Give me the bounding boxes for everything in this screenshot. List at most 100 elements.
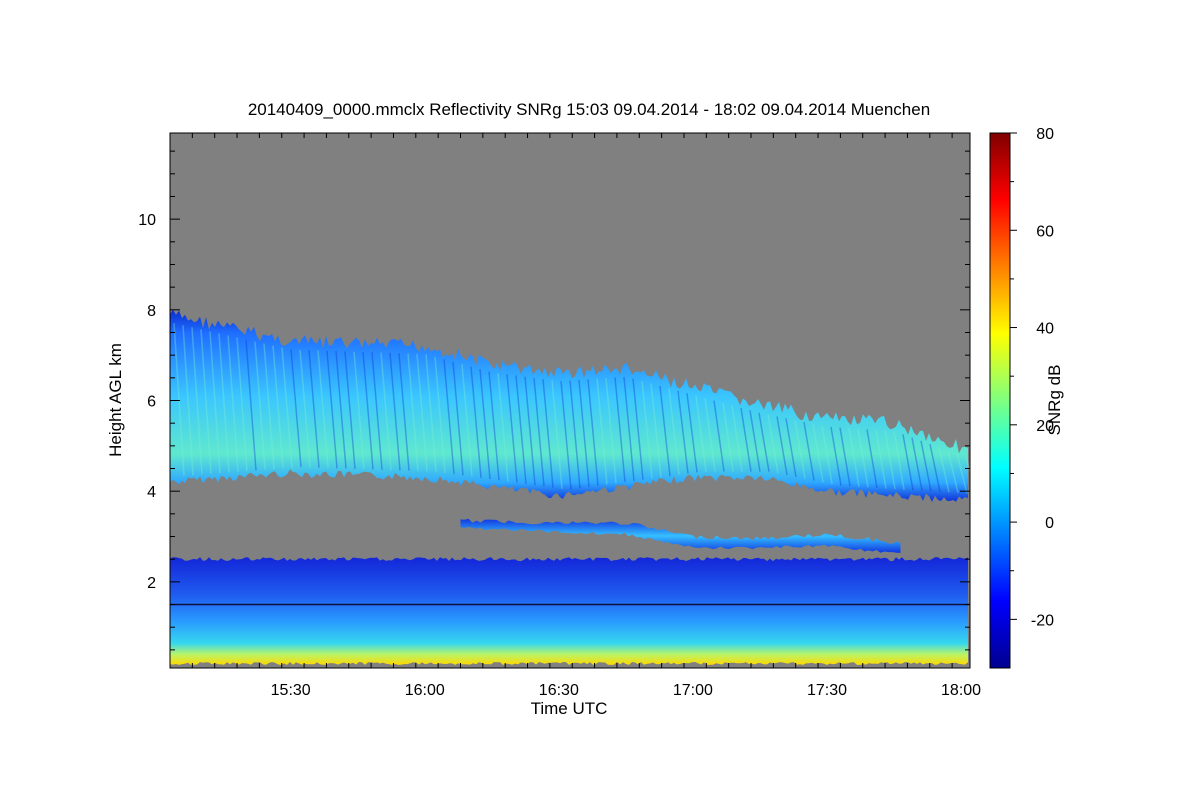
colorbar-tick-label: 40 [1036,321,1054,338]
fall-streak [308,350,320,468]
fall-streak [425,354,437,472]
fall-streak [758,412,770,472]
fall-streak [704,398,716,472]
fall-streak [371,352,383,470]
fall-streak [398,353,410,471]
fall-streak [524,376,536,486]
x-axis: 15:30 16:00 16:30 17:00 17:30 18:00 [169,133,981,699]
fall-streak [659,385,671,477]
fall-streak [443,359,455,475]
fall-streak [632,378,644,480]
fall-streak [560,381,572,490]
fall-streak [245,339,257,471]
fall-streak [236,337,248,472]
fall-streak [353,351,365,470]
y-tick-label: 10 [138,212,156,229]
fall-streak [875,429,887,489]
fall-streak [389,352,401,471]
fall-streak [785,418,797,477]
fall-streak [326,350,338,469]
fall-streak [551,380,563,489]
y-tick-label: 6 [147,394,156,411]
fall-streak [695,395,707,472]
fall-streak [740,407,752,472]
fall-streak [182,325,194,476]
fall-streak [515,375,527,484]
x-tick-label: 17:00 [673,682,713,699]
fall-streak [470,366,482,478]
fall-streak [830,426,842,486]
colorbar-ticks: -20 0 20 40 60 80 [1010,126,1054,629]
fall-streak [713,400,725,472]
fall-streak [767,414,779,474]
colorbar-tick-label: 80 [1036,126,1054,143]
fall-streak [920,440,932,492]
fall-streak [911,437,923,491]
fall-streak [641,381,653,479]
fall-streak [263,343,275,470]
fall-streak [857,428,869,488]
fall-streak [488,371,500,481]
x-tick-label: 15:30 [271,682,311,699]
fall-streak [794,420,806,479]
fall-streak [317,350,329,469]
cloud-layer-1 [170,309,968,502]
fall-streak [479,368,491,480]
plot-area [170,133,970,668]
fall-streak [893,431,905,490]
y-tick-label: 8 [147,303,156,320]
fall-streak [803,421,815,481]
fall-streak [281,347,293,468]
fall-streak [434,356,446,474]
fall-streak [209,331,221,474]
fall-streak [461,364,473,477]
fall-streak [902,434,914,491]
fall-streak [731,405,743,472]
fall-streak [722,402,734,472]
fall-streak [416,353,428,472]
fall-streak [200,329,212,474]
y-axis-title: Height AGL km [106,343,125,457]
fall-streak [686,393,698,473]
colorbar-title: SNRg dB [1045,365,1064,436]
fall-streak [965,456,970,475]
cloud-layer-3 [170,557,968,665]
colorbar-tick-label: -20 [1031,612,1054,629]
fall-streak [749,410,761,472]
fall-streak [335,351,347,469]
fall-streak [344,351,356,469]
colorbar-tick-label: 0 [1045,515,1054,532]
fall-streak [173,323,185,476]
x-tick-label: 17:30 [807,682,847,699]
fall-streak [272,345,284,469]
fall-streak [812,423,824,483]
fall-streaks [173,323,970,494]
fall-streak [254,341,266,470]
fall-streak [947,450,959,494]
fall-streak [839,427,851,487]
y-axis: 2 4 6 8 10 [138,150,970,651]
fall-streak [362,351,374,470]
fall-streak [452,361,464,476]
fall-streak [956,453,968,494]
fall-streak [299,349,311,468]
fall-streak [506,374,518,483]
fall-streak [542,379,554,488]
fall-streak [614,377,626,483]
fall-streak [191,327,203,475]
y-tick-label: 2 [147,575,156,592]
fall-streak [938,447,950,493]
fall-streak [884,430,896,490]
fall-streak [533,377,545,487]
fall-streak [578,379,590,488]
fall-streak [407,353,419,472]
fall-streak [866,429,878,489]
fall-streak [497,373,509,482]
fall-streak [218,333,230,473]
fall-streak [605,378,617,484]
fall-streak [848,427,860,487]
fall-streak [776,416,788,476]
x-tick-label: 18:00 [941,682,981,699]
x-tick-label: 16:30 [539,682,579,699]
fall-streak [677,390,689,474]
